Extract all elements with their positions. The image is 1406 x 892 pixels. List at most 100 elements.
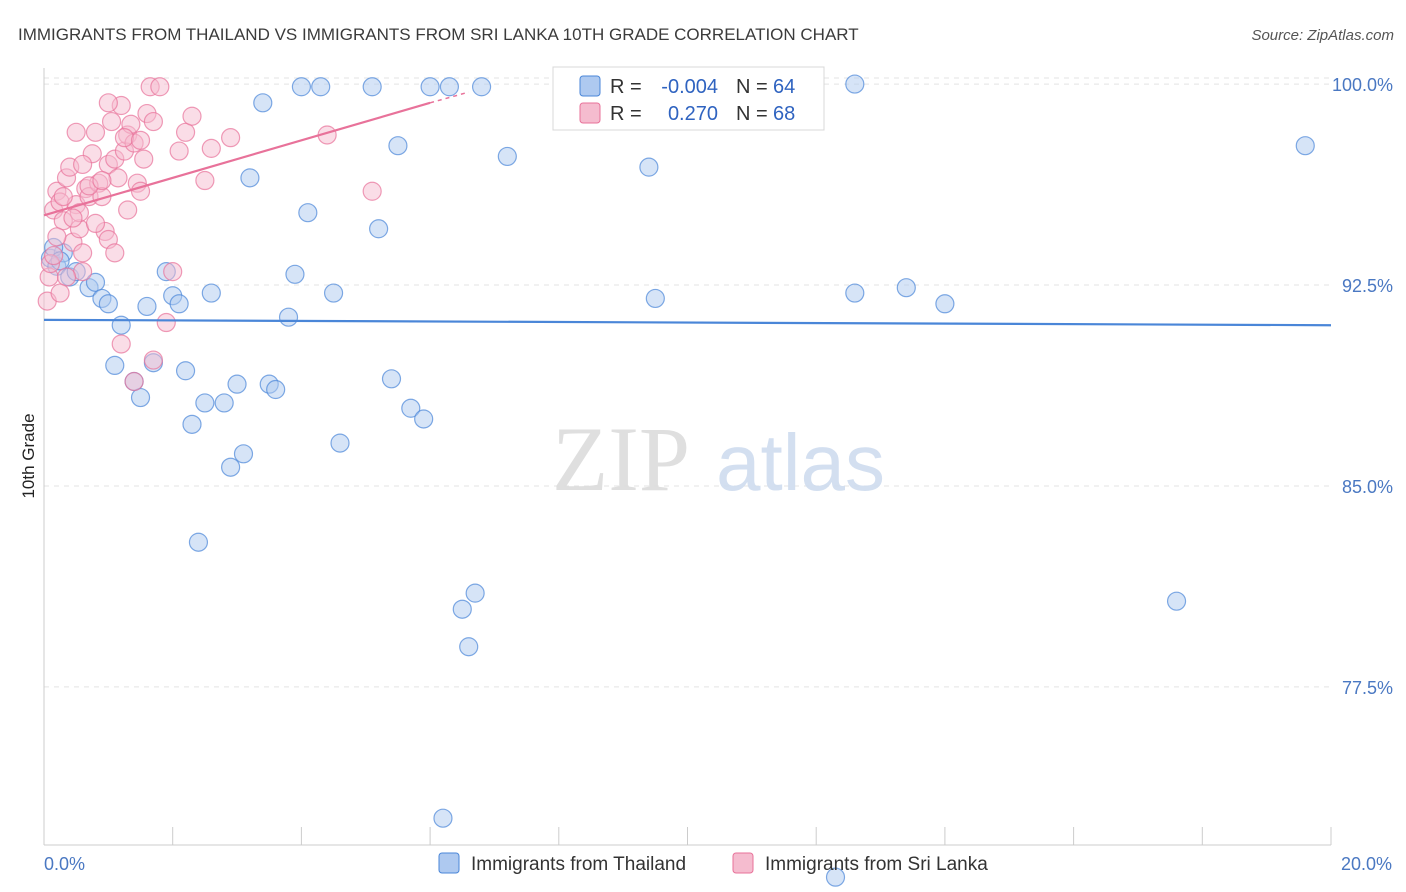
sri-lanka-point-50 xyxy=(124,371,144,392)
thailand-point-56 xyxy=(825,867,846,887)
thailand-n-value: 64 xyxy=(773,76,795,98)
thailand-point-55 xyxy=(845,74,865,94)
thailand-point-57 xyxy=(845,283,865,303)
sri-lanka-point-12 xyxy=(73,262,93,282)
sri-lanka-point-48 xyxy=(105,243,125,263)
thailand-point-50 xyxy=(471,77,492,97)
thailand-point-52 xyxy=(639,157,659,177)
thailand-point-33 xyxy=(291,77,311,97)
thailand-point-40 xyxy=(381,369,402,389)
sri-lanka-point-66 xyxy=(85,213,106,233)
thailand-point-60 xyxy=(1166,591,1187,611)
sri-lanka-point-41 xyxy=(195,170,215,191)
sri-lanka-point-49 xyxy=(111,334,131,354)
thailand-point-20 xyxy=(188,532,209,552)
sri-lanka-point-57 xyxy=(47,227,67,247)
y-axis-label: 10th Grade xyxy=(19,413,38,498)
sri-lanka-point-23 xyxy=(108,168,128,188)
sri-lanka-point-52 xyxy=(92,170,112,191)
thailand-point-35 xyxy=(311,77,331,97)
sri-lanka-r-value: 0.270 xyxy=(668,103,718,125)
thailand-point-51 xyxy=(497,146,517,167)
thailand-point-42 xyxy=(401,398,421,418)
thailand-point-26 xyxy=(233,444,254,464)
sri-lanka-point-51 xyxy=(118,200,138,220)
thailand-point-25 xyxy=(227,374,247,394)
thailand-point-43 xyxy=(414,409,434,429)
axes xyxy=(43,68,1332,846)
sri-lanka-point-37 xyxy=(163,262,183,282)
sri-lanka-point-42 xyxy=(201,138,221,158)
sri-lanka-point-16 xyxy=(85,122,106,142)
thailand-point-12 xyxy=(130,387,151,408)
thailand-point-34 xyxy=(298,203,318,223)
sri-lanka-point-39 xyxy=(175,122,196,142)
thailand-point-18 xyxy=(175,361,196,381)
thailand-point-53 xyxy=(645,288,665,309)
chart-title: IMMIGRANTS FROM THAILAND VS IMMIGRANTS F… xyxy=(18,25,859,44)
thailand-r-label: R = xyxy=(610,76,642,98)
thailand-point-30 xyxy=(266,379,286,400)
legend-swatch-thailand xyxy=(579,75,601,97)
series-sri-lanka-points xyxy=(37,77,382,392)
sri-lanka-point-31 xyxy=(134,149,154,169)
sri-lanka-point-65 xyxy=(73,243,93,263)
thailand-point-32 xyxy=(285,264,305,284)
sri-lanka-n-label: N = xyxy=(736,103,768,125)
sri-lanka-point-55 xyxy=(56,267,77,287)
thailand-point-31 xyxy=(278,307,299,327)
y-tick-labels: 100.0% 92.5% 85.0% 77.5% xyxy=(1332,75,1393,698)
sri-lanka-point-58 xyxy=(44,245,64,266)
thailand-point-10 xyxy=(111,315,131,335)
x-tick-label-max: 20.0% xyxy=(1341,854,1392,874)
y-tick-label-3: 77.5% xyxy=(1342,678,1393,698)
bottom-legend: Immigrants from Thailand Immigrants from… xyxy=(438,852,988,875)
thailand-point-27 xyxy=(240,168,260,188)
thailand-point-9 xyxy=(105,355,125,376)
sri-lanka-point-34 xyxy=(143,350,163,370)
sri-lanka-point-44 xyxy=(66,122,86,142)
stats-legend: R = -0.004 N = 64 R = 0.270 N = 68 xyxy=(552,66,825,131)
thailand-r-value: -0.004 xyxy=(661,76,718,98)
sri-lanka-point-21 xyxy=(101,111,122,132)
legend-swatch-sri-lanka xyxy=(579,102,601,124)
thailand-point-37 xyxy=(330,433,350,453)
thailand-point-46 xyxy=(439,77,460,97)
thailand-point-39 xyxy=(369,219,389,239)
thailand-point-44 xyxy=(420,77,440,97)
watermark-atlas: atlas xyxy=(716,418,885,507)
thailand-point-19 xyxy=(182,414,202,434)
trend-line-sri-lanka xyxy=(43,101,431,217)
thailand-point-48 xyxy=(459,637,479,657)
thailand-point-47 xyxy=(452,599,472,619)
chart-source: Source: ZipAtlas.com xyxy=(1251,27,1394,44)
trend-line-thailand xyxy=(43,318,1332,327)
thailand-point-8 xyxy=(98,294,118,314)
thailand-point-61 xyxy=(1295,136,1315,156)
x-tick-label-min: 0.0% xyxy=(44,854,85,874)
thailand-point-13 xyxy=(137,296,157,317)
thailand-point-58 xyxy=(896,278,916,298)
sri-lanka-point-35 xyxy=(150,77,170,97)
sri-lanka-point-67 xyxy=(130,130,151,150)
watermark: ZIP atlas xyxy=(552,408,885,510)
trend-lines xyxy=(43,91,1332,327)
sri-lanka-point-62 xyxy=(143,111,163,132)
sri-lanka-point-38 xyxy=(169,141,189,161)
sri-lanka-r-label: R = xyxy=(610,103,642,125)
thailand-point-41 xyxy=(388,136,408,156)
bottom-legend-swatch-sri-lanka xyxy=(732,852,754,874)
y-tick-label-0: 100.0% xyxy=(1332,75,1393,95)
sri-lanka-point-43 xyxy=(221,128,241,148)
sri-lanka-point-64 xyxy=(53,187,73,207)
thailand-point-22 xyxy=(201,283,221,303)
thailand-point-23 xyxy=(214,393,234,413)
sri-lanka-point-61 xyxy=(362,181,382,201)
thailand-point-21 xyxy=(195,393,215,413)
thailand-point-36 xyxy=(323,283,344,303)
thailand-point-59 xyxy=(935,294,955,314)
watermark-zip: ZIP xyxy=(552,408,690,510)
sri-lanka-point-45 xyxy=(73,154,93,175)
sri-lanka-n-value: 68 xyxy=(773,103,795,125)
